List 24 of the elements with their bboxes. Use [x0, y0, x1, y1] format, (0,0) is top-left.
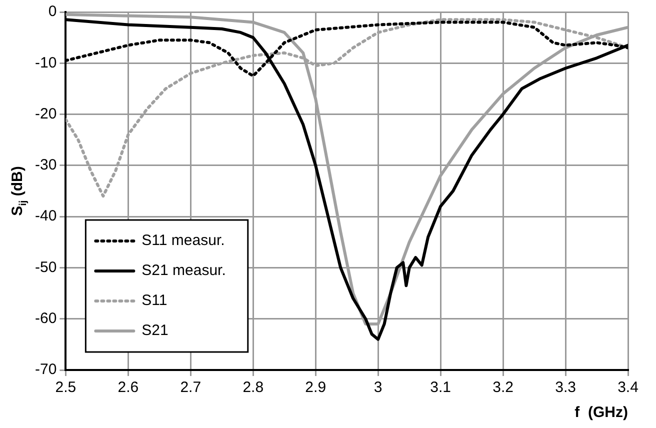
y-tick-label: -10: [34, 54, 57, 72]
y-tick-label: -30: [34, 156, 57, 174]
x-axis-title: f (GHz): [574, 404, 628, 422]
x-tick-label: 2.9: [305, 379, 326, 396]
y-tick-label: -20: [34, 105, 57, 122]
x-tick-label: 3: [374, 379, 382, 396]
legend-label: S11 measur.: [142, 232, 225, 250]
legend-label: S21: [142, 322, 168, 340]
x-tick-label: 3.1: [430, 379, 451, 396]
y-tick-label: -70: [34, 361, 57, 378]
y-tick-label: -50: [34, 258, 57, 276]
x-tick-label: 3.2: [492, 379, 514, 396]
x-tick-label: 2.8: [242, 379, 264, 396]
x-tick-label: 2.5: [55, 379, 76, 396]
y-tick-label: 0: [48, 3, 57, 20]
x-tick-label: 3.3: [555, 379, 576, 396]
x-tick-label: 3.4: [618, 379, 638, 396]
x-tick-label: 2.6: [118, 379, 139, 396]
x-tick-label: 2.7: [180, 379, 202, 396]
y-tick-label: -40: [34, 208, 57, 225]
legend-label: S21 measur.: [142, 262, 226, 280]
y-axis-title: Sij (dB): [9, 166, 29, 216]
legend-label: S11: [142, 292, 168, 310]
y-tick-label: -60: [34, 310, 57, 327]
